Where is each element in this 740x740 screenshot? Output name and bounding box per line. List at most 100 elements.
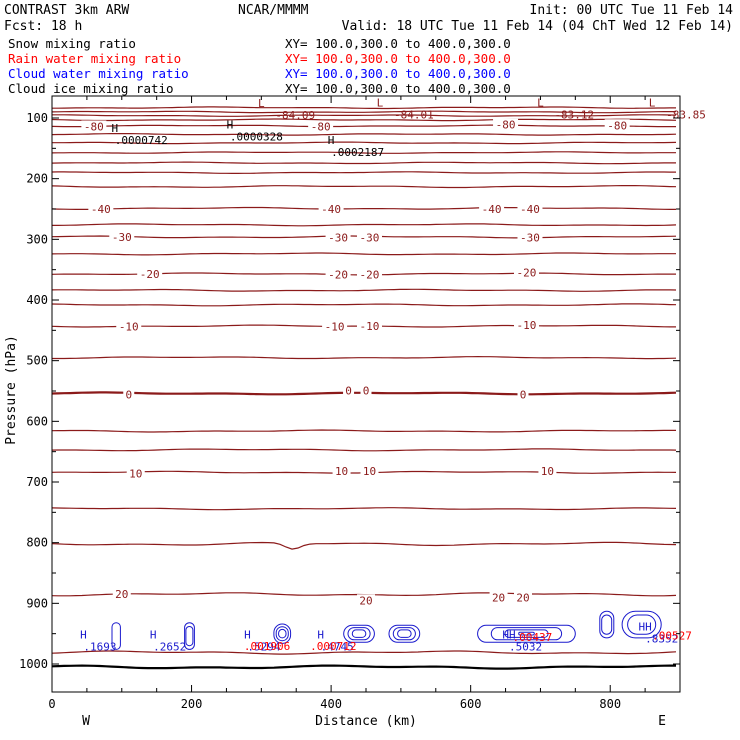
extremum-value-2: -83.12	[554, 108, 594, 121]
cloud-water-contour-2-2	[278, 628, 287, 639]
extremum-value-1: -84.01	[394, 108, 434, 121]
contour-label-11: -30	[520, 232, 540, 245]
contour-label-bg-28	[112, 588, 131, 601]
cloud-water-contour-3-2	[351, 629, 367, 638]
extremum-value-9: .5294	[247, 641, 280, 654]
extremum-value-16: .00527	[652, 630, 692, 643]
extremum-marker-7: H	[80, 629, 87, 642]
init-time: Init: 00 UTC Tue 11 Feb 14	[530, 3, 734, 18]
contour-label-bg-2	[493, 118, 519, 131]
contour-label-29: 20	[359, 594, 372, 607]
contour-label-0: -80	[84, 120, 104, 133]
temperature-contour-21	[52, 429, 676, 433]
contour-label-bg-1	[308, 120, 334, 133]
extremum-marker-2: L	[537, 96, 544, 109]
field-label-rain: Rain water mixing ratio	[8, 51, 181, 66]
temperature-contour-4	[52, 124, 676, 128]
x-axis-east-label: E	[658, 714, 666, 729]
contour-label-bg-27	[538, 465, 557, 478]
extremum-marker-12: HH	[638, 621, 651, 634]
x-tick-label-3: 600	[460, 697, 482, 711]
field-xy-rain: XY= 100.0,300.0 to 400.0,300.0	[285, 51, 511, 66]
y-tick-label-8: 900	[26, 596, 48, 610]
contour-label-bg-0	[81, 120, 107, 133]
contour-label-20: 0	[125, 389, 132, 402]
cloud-water-contour-4-1	[392, 627, 416, 641]
extremum-marker-0: L	[258, 97, 265, 110]
cloud-water-contour-3-1	[347, 627, 371, 641]
contour-label-bg-12	[137, 267, 163, 280]
temperature-contour-19	[52, 355, 677, 360]
cloud-water-contour-5-2	[504, 629, 549, 638]
temperature-contour-10	[52, 185, 677, 189]
extremum-value-10: .4745	[321, 641, 354, 654]
contour-label-25: 10	[335, 465, 348, 478]
contour-label-12: -20	[140, 268, 160, 281]
field-label-cloud-ice: Cloud ice mixing ratio	[8, 81, 174, 96]
contour-label-17: -10	[325, 321, 345, 334]
contour-label-5: -40	[321, 203, 341, 216]
contour-label-bg-8	[109, 230, 135, 243]
contour-label-27: 10	[541, 465, 554, 478]
extremum-value-13: .001906	[244, 640, 290, 653]
contour-labels: -80 -80 -80 -80-40 -40 -40 -40-30 -30 -30 -30-20-…	[81, 118, 630, 607]
temperature-contour-11	[52, 206, 676, 210]
x-tick-label-1: 200	[181, 697, 203, 711]
contour-label-bg-30	[489, 591, 508, 604]
contour-label-7: -40	[520, 203, 540, 216]
contour-label-15: -20	[517, 267, 537, 280]
contour-label-10: -30	[360, 232, 380, 245]
extremum-marker-5: H	[227, 118, 234, 131]
contour-label-bg-24	[126, 467, 145, 480]
field-xy-cloud-water: XY= 100.0,300.0 to 400.0,300.0	[285, 66, 511, 81]
contour-label-bg-29	[357, 594, 375, 607]
contour-label-23: 0	[520, 389, 527, 402]
y-tick-label-2: 300	[26, 232, 48, 246]
y-tick-label-6: 700	[26, 475, 48, 489]
contour-label-bg-3	[604, 119, 630, 132]
contour-label-bg-10	[356, 231, 382, 244]
temperature-contour-1	[52, 110, 676, 114]
temperature-contour-8	[52, 161, 676, 165]
temperature-contour-3	[52, 118, 677, 122]
contour-label-31: 20	[516, 591, 529, 604]
contour-label-bg-6	[479, 203, 505, 215]
field-label-cloud-water: Cloud water mixing ratio	[8, 66, 189, 81]
contour-label-16: -10	[119, 321, 139, 334]
contour-label-bg-15	[513, 266, 539, 279]
cloud-water-contour-4-0	[388, 624, 421, 643]
temperature-contour-22	[52, 448, 677, 452]
temperature-contour-28	[52, 664, 676, 670]
field-xy-snow: XY= 100.0,300.0 to 400.0,300.0	[285, 36, 511, 51]
cloud-water-contour-2-1	[275, 626, 289, 642]
contour-label-bg-11	[517, 231, 543, 244]
y-tick-label-1: 200	[26, 172, 48, 186]
temperature-contour-17	[52, 303, 677, 307]
contour-label-13: -20	[328, 269, 348, 282]
cloud-water-contour-7-1	[627, 614, 657, 635]
temperature-contour-27	[52, 650, 677, 655]
cloud-water-contour-7-0	[621, 610, 662, 639]
extremum-marker-10: H	[317, 629, 324, 642]
extremum-value-8: .2652	[153, 641, 186, 654]
y-tick-label-9: 1000	[19, 657, 48, 671]
cloud-water-contour-5-3	[518, 631, 535, 636]
y-tick-label-5: 600	[26, 414, 48, 428]
x-tick-label-0: 0	[48, 697, 55, 711]
contour-label-bg-14	[356, 268, 382, 281]
contour-label-bg-16	[116, 320, 142, 333]
cloud-water-contour-2-0	[273, 623, 292, 644]
temperature-contour-12	[52, 223, 677, 227]
contour-label-bg-4	[88, 203, 114, 215]
contour-label-bg-9	[325, 231, 351, 244]
extremum-marker-11: HH	[502, 629, 515, 642]
temperature-contour-14	[52, 252, 676, 256]
contour-label-9: -30	[328, 232, 348, 245]
temperature-contour-25	[52, 541, 677, 550]
contour-label-3: -80	[607, 119, 627, 132]
extremum-value-6: .0002187	[331, 146, 384, 159]
contour-label-26: 10	[363, 465, 376, 478]
extremum-marker-8: H	[150, 629, 157, 642]
contour-label-2: -80	[496, 119, 516, 132]
